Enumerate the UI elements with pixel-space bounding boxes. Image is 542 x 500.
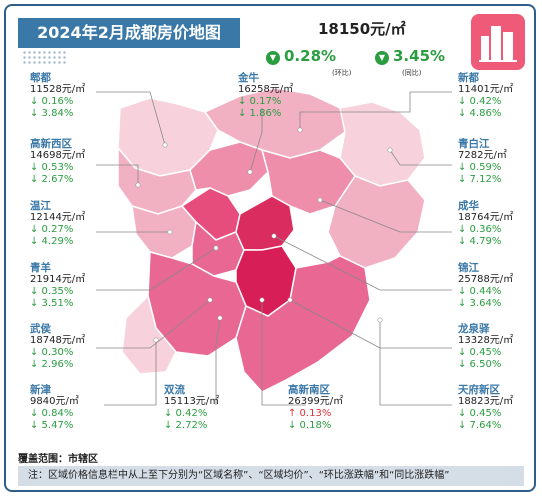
district-label-xinjin: 新津 9840元/㎡ ↓ 0.84% ↓ 5.47% [30,384,79,431]
district-label-jinjiang: 锦江 25788元/㎡ ↓ 0.44% ↓ 3.64% [458,262,514,309]
building-icon [479,26,517,62]
district-label-wuhou: 武侯 18748元/㎡ ↓ 0.30% ↓ 2.96% [30,323,86,370]
footnote-bar: 注：区域价格信息栏中从上至下分别为“区域名称”、“区域均价”、“环比涨跌幅”和“… [18,466,524,486]
district-label-gaoxin-west: 高新西区 14698元/㎡ ↓ 0.53% ↓ 2.67% [30,138,86,185]
district-label-pidu: 郫都 11528元/㎡ ↓ 0.16% ↓ 3.84% [30,72,86,119]
city-average-price: 18150元/㎡ [318,20,406,38]
city-mom-change: ▼ 0.28% [266,47,336,65]
city-skyline-logo [471,14,525,70]
district-label-qingbaijiang: 青白江 7282元/㎡ ↓ 0.59% ↓ 7.12% [458,138,507,185]
decorative-dots [22,50,67,64]
district-label-shuangliu: 双流 15113元/㎡ ↓ 0.42% ↓ 2.72% [164,384,220,431]
region-longquanyi [327,175,426,269]
region-xinjin [121,294,177,375]
district-label-wenjiang: 温江 12144元/㎡ ↓ 0.27% ↓ 4.29% [30,200,86,247]
region-jinniu [189,141,269,197]
city-yoy-label: (同比) [402,69,422,77]
district-label-tianfu-new: 天府新区 18823元/㎡ ↓ 0.45% ↓ 7.64% [458,384,514,431]
district-label-gaoxin-south: 高新南区 26399元/㎡ ↑ 0.13% ↓ 0.18% [288,384,344,431]
down-arrow-icon: ▼ [266,51,280,65]
region-xindu [203,87,346,159]
title-banner: 2024年2月成都房价地图 [18,18,240,48]
district-label-longquanyi: 龙泉驿 13328元/㎡ ↓ 0.45% ↓ 6.50% [458,323,514,370]
region-tianfu-new [235,255,371,393]
city-yoy-change: ▼ 3.45% [375,47,445,65]
district-label-chenghua: 成华 18764元/㎡ ↓ 0.36% ↓ 4.79% [458,200,514,247]
district-label-qingyang: 青羊 21914元/㎡ ↓ 0.35% ↓ 3.51% [30,262,86,309]
district-label-xindu: 新都 11401元/㎡ ↓ 0.42% ↓ 4.86% [458,72,514,119]
region-gaoxin-west [117,145,197,215]
coverage-note: 覆盖范围：市辖区 [18,454,98,465]
down-arrow-icon: ▼ [375,51,389,65]
city-mom-label: (环比) [332,69,352,77]
district-label-jinniu: 金牛 16258元/㎡ ↓ 0.17% ↓ 1.86% [238,72,294,119]
